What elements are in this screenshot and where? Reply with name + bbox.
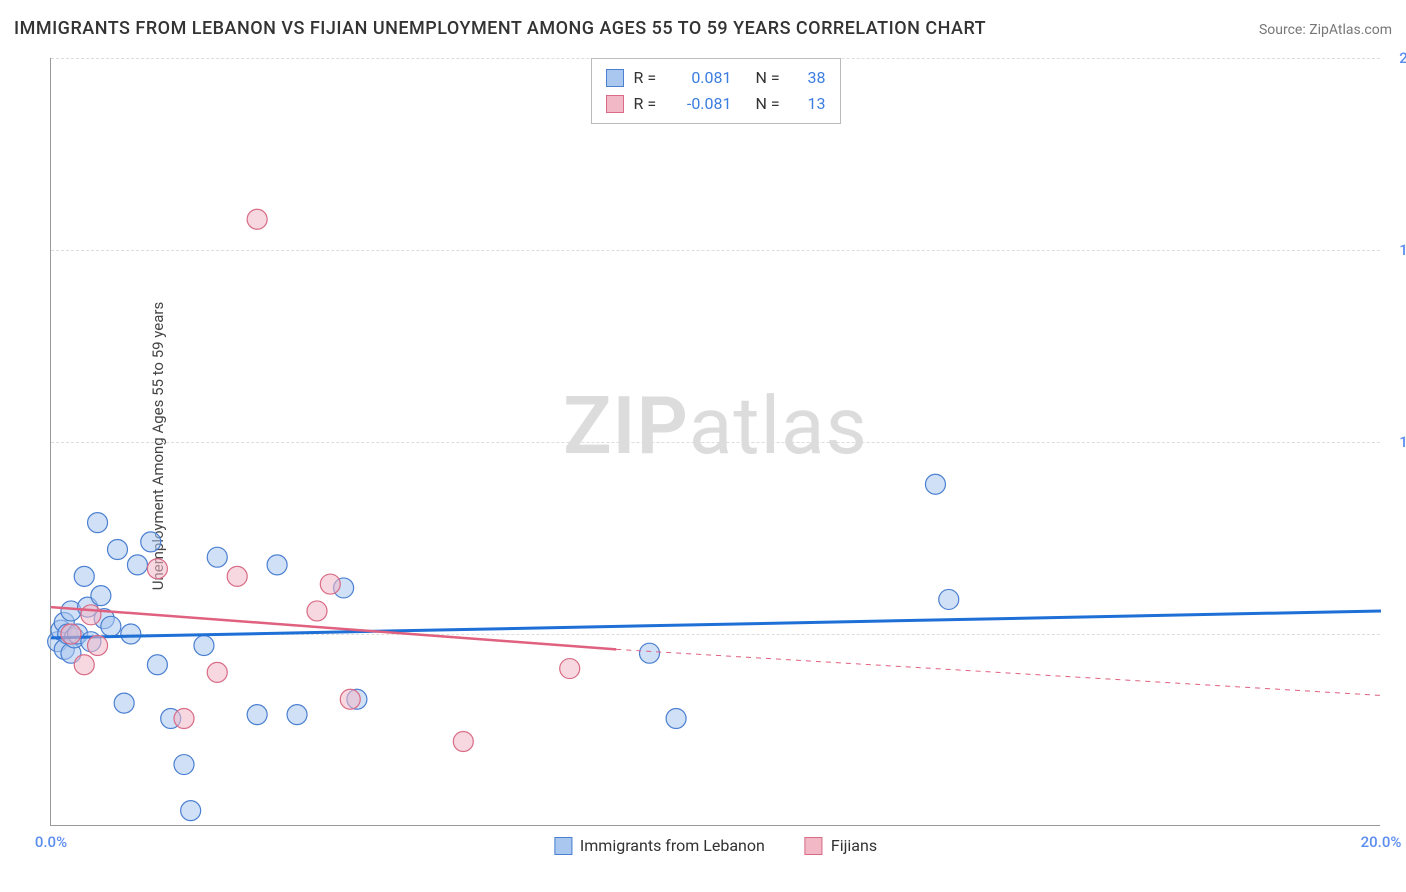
data-point	[939, 589, 959, 609]
data-point	[174, 708, 194, 728]
bottom-legend: Immigrants from Lebanon Fijians	[554, 836, 877, 855]
stat-r-label: R =	[634, 65, 664, 91]
data-point	[174, 755, 194, 775]
stat-r-value: 0.081	[674, 65, 732, 91]
data-point	[108, 540, 128, 560]
source-attribution: Source: ZipAtlas.com	[1259, 22, 1392, 38]
data-point	[181, 801, 201, 821]
data-point	[81, 605, 101, 625]
chart-title: IMMIGRANTS FROM LEBANON VS FIJIAN UNEMPL…	[14, 18, 986, 39]
stat-r-label: R =	[634, 91, 664, 117]
legend-item: Fijians	[805, 836, 877, 855]
data-point	[194, 636, 214, 656]
stat-n-value: 38	[796, 65, 826, 91]
series-swatch	[606, 95, 624, 113]
data-point	[207, 662, 227, 682]
data-point	[88, 636, 108, 656]
data-point	[74, 655, 94, 675]
data-point	[127, 555, 147, 575]
y-tick-label: 20.0%	[1399, 49, 1406, 67]
legend-label: Fijians	[831, 836, 877, 855]
stat-n-value: 13	[796, 91, 826, 117]
data-point	[147, 559, 167, 579]
data-point	[340, 689, 360, 709]
scatter-svg	[51, 58, 1380, 825]
data-point	[453, 732, 473, 752]
series-swatch	[606, 69, 624, 87]
data-point	[287, 705, 307, 725]
data-point	[207, 547, 227, 567]
stats-box: R = 0.081 N = 38 R = -0.081 N = 13	[591, 58, 841, 124]
data-point	[560, 659, 580, 679]
data-point	[320, 574, 340, 594]
regression-line	[51, 611, 1381, 638]
stat-r-value: -0.081	[674, 91, 732, 117]
chart-container: IMMIGRANTS FROM LEBANON VS FIJIAN UNEMPL…	[0, 0, 1406, 892]
data-point	[121, 624, 141, 644]
legend-label: Immigrants from Lebanon	[580, 836, 765, 855]
data-point	[74, 566, 94, 586]
data-point	[247, 209, 267, 229]
plot-area: ZIPatlas R =0.081N =38R =-0.081N =13 Imm…	[50, 58, 1380, 826]
data-point	[666, 708, 686, 728]
data-point	[88, 513, 108, 533]
data-point	[141, 532, 161, 552]
legend-swatch	[554, 837, 572, 855]
data-point	[114, 693, 134, 713]
x-tick-label: 20.0%	[1361, 833, 1402, 851]
stat-n-label: N =	[756, 65, 786, 91]
data-point	[247, 705, 267, 725]
data-point	[307, 601, 327, 621]
data-point	[227, 566, 247, 586]
stats-row: R = -0.081 N = 13	[606, 91, 826, 117]
y-tick-label: 15.0%	[1399, 241, 1406, 259]
data-point	[267, 555, 287, 575]
data-point	[101, 616, 121, 636]
x-tick-label: 0.0%	[35, 833, 67, 851]
regression-line-extrapolated	[616, 649, 1381, 695]
data-point	[147, 655, 167, 675]
stat-n-label: N =	[756, 91, 786, 117]
stats-row: R = 0.081 N = 38	[606, 65, 826, 91]
data-point	[925, 474, 945, 494]
data-point	[640, 643, 660, 663]
data-point	[91, 586, 111, 606]
legend-swatch	[805, 837, 823, 855]
data-point	[61, 624, 81, 644]
y-tick-label: 10.0%	[1399, 433, 1406, 451]
legend-item: Immigrants from Lebanon	[554, 836, 765, 855]
